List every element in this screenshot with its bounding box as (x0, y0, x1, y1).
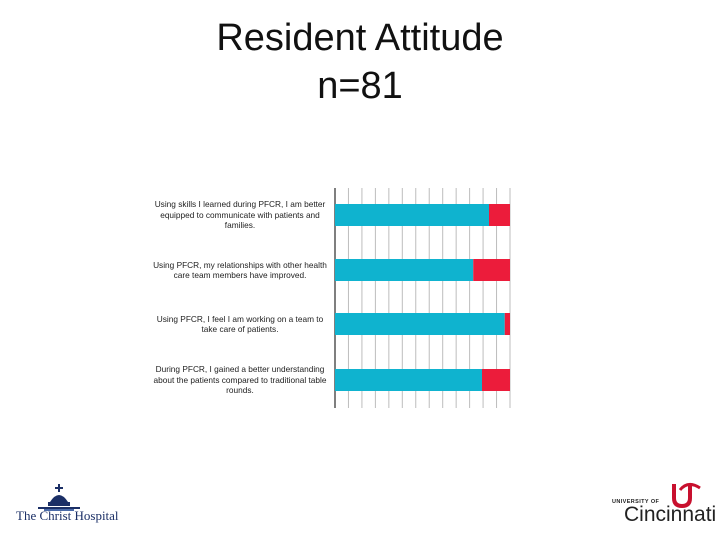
category-label-4: During PFCR, I gained a better understan… (153, 364, 327, 395)
category-label-2: Using PFCR, my relationships with other … (153, 259, 327, 281)
category-label-3: Using PFCR, I feel I am working on a tea… (156, 313, 324, 335)
bar-segment-disagree-1 (489, 204, 510, 226)
bar-segment-agree-3 (335, 313, 505, 335)
uc-university-of: UNIVERSITY OF (612, 499, 660, 505)
bar-segment-agree-2 (335, 259, 474, 281)
title-line-2: n=81 (317, 65, 403, 107)
christ-hospital-wordmark: The Christ Hospital (16, 508, 119, 523)
bar-segment-disagree-2 (473, 259, 510, 281)
bar-segment-disagree-3 (504, 313, 510, 335)
bar-segment-disagree-4 (482, 369, 510, 391)
category-label-1: Using skills I learned during PFCR, I am… (154, 199, 326, 230)
christ-hospital-logo-icon (38, 484, 80, 511)
title-line-1: Resident Attitude (216, 17, 504, 59)
uc-wordmark: Cincinnati (624, 503, 717, 526)
slide-title: Resident Attitude n=81 (0, 14, 720, 110)
bar-segment-agree-1 (335, 204, 489, 226)
uc-logo-icon (672, 483, 701, 509)
bar-segment-agree-4 (335, 369, 482, 391)
